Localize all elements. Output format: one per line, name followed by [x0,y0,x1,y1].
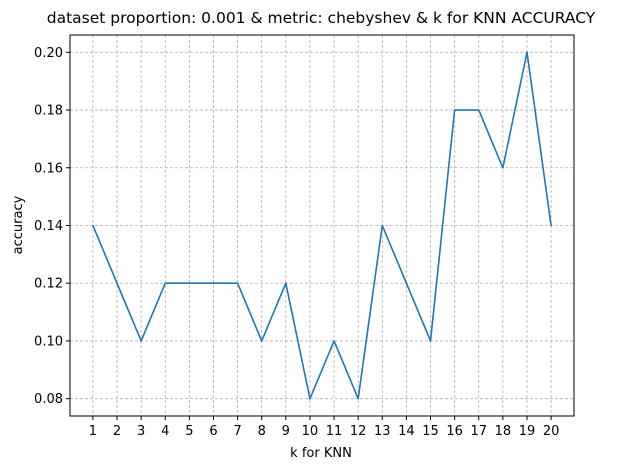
x-tick-label: 18 [495,424,512,439]
data-point [357,397,359,400]
x-tick-label: 14 [398,424,415,439]
data-point [285,282,287,285]
x-tick-label: 11 [326,424,343,439]
y-tick-label: 0.10 [34,334,63,349]
data-point [405,282,408,285]
y-tick-label: 0.18 [34,104,63,119]
x-tick-label: 10 [302,424,319,439]
data-point [212,282,215,285]
data-point [526,51,528,54]
data-point [429,340,432,342]
data-point [453,109,456,111]
data-point [116,282,118,285]
x-tick-label: 2 [113,424,121,439]
data-point [140,340,142,342]
x-tick-label: 19 [519,424,536,439]
x-tick-label: 3 [137,424,145,439]
x-tick-label: 13 [374,424,391,439]
data-point [236,282,239,285]
data-point [502,166,504,169]
data-point [333,340,335,342]
y-tick-label: 0.20 [34,46,63,61]
data-point [188,282,191,285]
x-tick-label: 8 [258,424,266,439]
x-tick-label: 4 [161,424,169,439]
series-layer [92,51,552,400]
axis-ticks: 1 2 3 4 5 6 7 8 9 10 11 12 13 14 15 16 17 18 19 200.080.100… [34,46,559,439]
data-point [550,224,552,227]
data-point [477,109,480,111]
y-axis-label: accuracy [11,195,26,254]
data-point [381,224,384,227]
chart-title: dataset proportion: 0.001 & metric: cheb… [47,9,596,27]
x-tick-label: 5 [185,424,193,439]
x-tick-label: 12 [350,424,367,439]
y-tick-label: 0.08 [34,392,63,407]
y-tick-label: 0.14 [34,219,63,234]
x-tick-label: 9 [282,424,290,439]
y-tick-label: 0.12 [34,277,63,292]
data-point [309,397,311,400]
x-tick-label: 20 [543,424,560,439]
x-tick-label: 1 [89,424,97,439]
data-point [164,282,167,285]
x-axis-label: k for KNN [290,446,352,461]
data-point [260,340,263,342]
x-tick-label: 6 [209,424,217,439]
x-tick-label: 15 [422,424,439,439]
x-tick-label: 17 [470,424,487,439]
data-point [92,224,94,227]
x-tick-label: 16 [446,424,463,439]
series-line [92,51,552,400]
x-tick-label: 7 [233,424,241,439]
y-tick-label: 0.16 [34,161,63,176]
